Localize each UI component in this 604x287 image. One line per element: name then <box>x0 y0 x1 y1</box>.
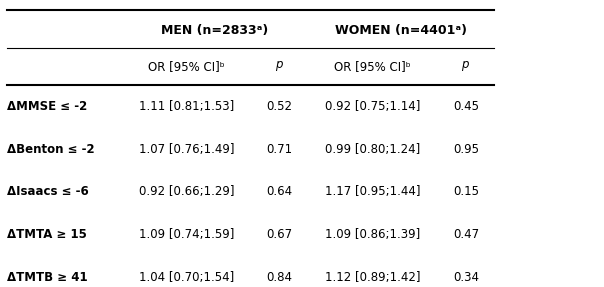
Text: 0.64: 0.64 <box>266 185 292 199</box>
Text: 1.07 [0.76;1.49]: 1.07 [0.76;1.49] <box>138 143 234 156</box>
Text: WOMEN (n=4401ᵃ): WOMEN (n=4401ᵃ) <box>335 24 467 37</box>
Text: ΔMMSE ≤ -2: ΔMMSE ≤ -2 <box>7 100 88 113</box>
Text: 0.99 [0.80;1.24]: 0.99 [0.80;1.24] <box>325 143 420 156</box>
Text: MEN (n=2833ᵃ): MEN (n=2833ᵃ) <box>161 24 268 37</box>
Text: 0.92 [0.75;1.14]: 0.92 [0.75;1.14] <box>325 100 420 113</box>
Text: 1.12 [0.89;1.42]: 1.12 [0.89;1.42] <box>325 271 420 284</box>
Text: 0.45: 0.45 <box>453 100 479 113</box>
Text: $p$: $p$ <box>275 59 284 73</box>
Text: ΔTMTA ≥ 15: ΔTMTA ≥ 15 <box>7 228 87 241</box>
Text: $p$: $p$ <box>461 59 471 73</box>
Text: 0.84: 0.84 <box>266 271 292 284</box>
Text: 1.17 [0.95;1.44]: 1.17 [0.95;1.44] <box>325 185 420 199</box>
Text: 0.92 [0.66;1.29]: 0.92 [0.66;1.29] <box>138 185 234 199</box>
Text: 1.11 [0.81;1.53]: 1.11 [0.81;1.53] <box>139 100 234 113</box>
Text: 0.15: 0.15 <box>453 185 479 199</box>
Text: 0.52: 0.52 <box>266 100 292 113</box>
Text: 0.95: 0.95 <box>453 143 479 156</box>
Text: 1.04 [0.70;1.54]: 1.04 [0.70;1.54] <box>139 271 234 284</box>
Text: ΔIsaacs ≤ -6: ΔIsaacs ≤ -6 <box>7 185 89 199</box>
Text: 0.67: 0.67 <box>266 228 292 241</box>
Text: OR [95% CI]ᵇ: OR [95% CI]ᵇ <box>334 60 411 73</box>
Text: 1.09 [0.74;1.59]: 1.09 [0.74;1.59] <box>138 228 234 241</box>
Text: 0.47: 0.47 <box>453 228 479 241</box>
Text: 0.71: 0.71 <box>266 143 292 156</box>
Text: OR [95% CI]ᵇ: OR [95% CI]ᵇ <box>148 60 225 73</box>
Text: 1.09 [0.86;1.39]: 1.09 [0.86;1.39] <box>325 228 420 241</box>
Text: ΔBenton ≤ -2: ΔBenton ≤ -2 <box>7 143 95 156</box>
Text: ΔTMTB ≥ 41: ΔTMTB ≥ 41 <box>7 271 88 284</box>
Text: 0.34: 0.34 <box>453 271 479 284</box>
